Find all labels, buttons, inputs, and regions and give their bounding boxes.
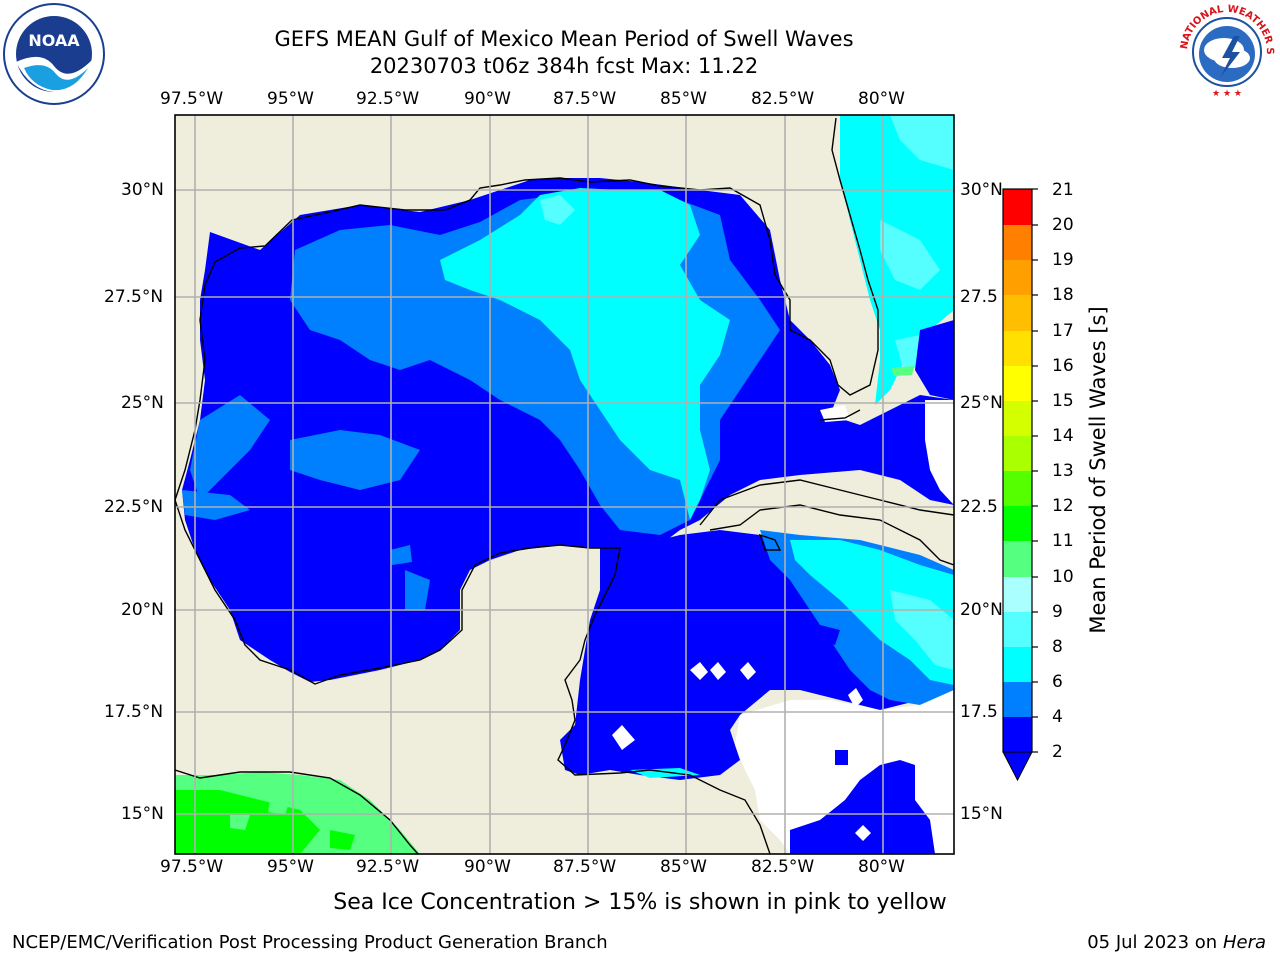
colorbar-tick: 2 bbox=[1052, 742, 1063, 762]
lon-tick-bottom: 92.5°W bbox=[356, 857, 420, 877]
map-subtitle: 20230703 t06z 384h fcst Max: 11.22 bbox=[369, 54, 759, 78]
lat-tick-left: 22.5°N bbox=[104, 497, 164, 517]
colorbar-tick: 11 bbox=[1052, 531, 1074, 551]
lon-tick-bottom: 87.5°W bbox=[553, 857, 617, 877]
lat-tick-left: 15°N bbox=[121, 804, 164, 824]
lat-tick-right: 22.5 bbox=[960, 497, 998, 517]
sea-ice-note: Sea Ice Concentration > 15% is shown in … bbox=[333, 890, 947, 915]
lat-tick-right: 15°N bbox=[960, 804, 1003, 824]
colorbar-tick: 9 bbox=[1052, 602, 1063, 622]
lon-tick-top: 85°W bbox=[660, 89, 707, 109]
footer-date-text: 05 Jul 2023 on bbox=[1087, 932, 1223, 953]
colorbar-title: Mean Period of Swell Waves [s] bbox=[1086, 306, 1110, 634]
colorbar-tick: 8 bbox=[1052, 637, 1063, 657]
colorbar-tick: 10 bbox=[1052, 567, 1074, 587]
lon-tick-top: 82.5°W bbox=[751, 89, 815, 109]
colorbar-tick: 13 bbox=[1052, 461, 1074, 481]
lat-tick-right: 17.5 bbox=[960, 702, 998, 722]
map-area bbox=[175, 115, 954, 854]
svg-text:★ ★ ★: ★ ★ ★ bbox=[1212, 89, 1242, 99]
lat-tick-right: 30°N bbox=[960, 180, 1003, 200]
lat-tick-left: 20°N bbox=[121, 600, 164, 620]
footer-host: Hera bbox=[1222, 932, 1266, 953]
lon-tick-bottom: 95°W bbox=[267, 857, 314, 877]
colorbar-tick: 16 bbox=[1052, 356, 1074, 376]
lat-tick-left: 17.5°N bbox=[104, 702, 164, 722]
colorbar-tick: 19 bbox=[1052, 250, 1074, 270]
lon-tick-top: 80°W bbox=[858, 89, 905, 109]
lat-tick-right: 20°N bbox=[960, 600, 1003, 620]
lon-tick-bottom: 90°W bbox=[464, 857, 511, 877]
lon-tick-top: 95°W bbox=[267, 89, 314, 109]
colorbar-tick: 4 bbox=[1052, 707, 1063, 727]
lon-tick-bottom: 85°W bbox=[660, 857, 707, 877]
colorbar-tick: 12 bbox=[1052, 496, 1074, 516]
footer-credit: NCEP/EMC/Verification Post Processing Pr… bbox=[12, 932, 608, 953]
colorbar-tick: 20 bbox=[1052, 215, 1074, 235]
colorbar-tick: 21 bbox=[1052, 180, 1074, 200]
colorbar bbox=[1002, 188, 1038, 782]
lat-tick-right: 25°N bbox=[960, 393, 1003, 413]
lon-tick-top: 87.5°W bbox=[553, 89, 617, 109]
lat-tick-right: 27.5 bbox=[960, 287, 998, 307]
colorbar-tick: 15 bbox=[1052, 391, 1074, 411]
map-title: GEFS MEAN Gulf of Mexico Mean Period of … bbox=[274, 27, 854, 51]
svg-text:NOAA: NOAA bbox=[28, 31, 80, 50]
colorbar-tick: 17 bbox=[1052, 321, 1074, 341]
lat-tick-left: 25°N bbox=[121, 393, 164, 413]
nws-logo: NATIONAL WEATHER SERVICE ★ ★ ★ bbox=[1174, 0, 1277, 102]
lon-tick-bottom: 80°W bbox=[858, 857, 905, 877]
lat-tick-left: 30°N bbox=[121, 180, 164, 200]
lon-tick-top: 92.5°W bbox=[356, 89, 420, 109]
lon-tick-bottom: 97.5°W bbox=[160, 857, 224, 877]
lon-tick-top: 90°W bbox=[464, 89, 511, 109]
lat-tick-left: 27.5°N bbox=[104, 287, 164, 307]
lon-tick-top: 97.5°W bbox=[160, 89, 224, 109]
noaa-logo: NOAA bbox=[3, 3, 105, 105]
footer-date: 05 Jul 2023 on Hera bbox=[1087, 932, 1266, 953]
colorbar-tick: 18 bbox=[1052, 285, 1074, 305]
colorbar-tick: 6 bbox=[1052, 672, 1063, 692]
lon-tick-bottom: 82.5°W bbox=[751, 857, 815, 877]
colorbar-tick: 14 bbox=[1052, 426, 1074, 446]
